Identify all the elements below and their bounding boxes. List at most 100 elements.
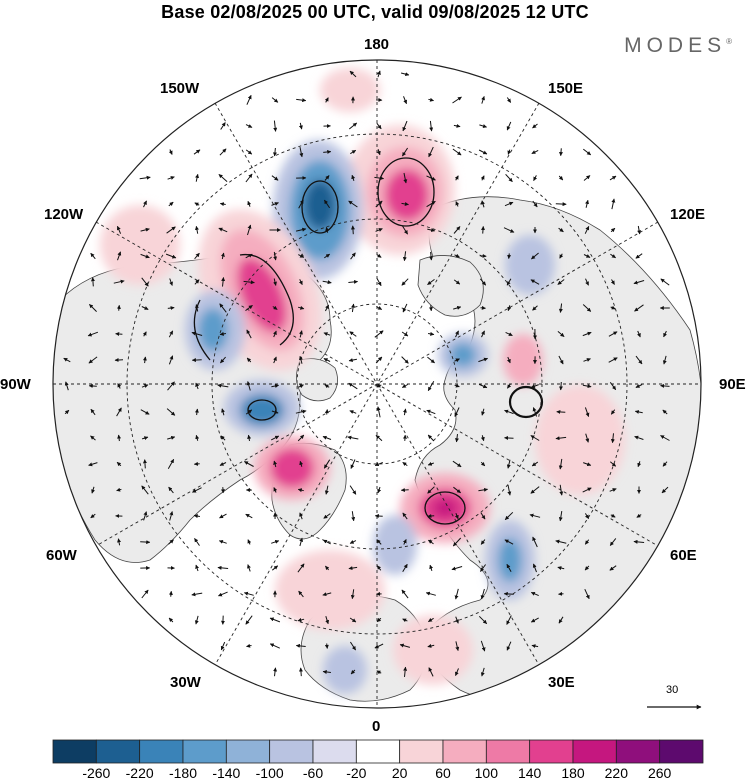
wind-vector (273, 460, 278, 468)
wind-vector (610, 305, 616, 310)
wind-vector (323, 459, 331, 469)
wind-vector (376, 149, 381, 156)
wind-vector (558, 511, 563, 522)
wind-vector (582, 487, 592, 493)
wind-vector (295, 227, 307, 232)
wind-vector (325, 616, 330, 625)
wind-vector (402, 461, 408, 467)
wind-vector (504, 201, 514, 207)
wind-vector (610, 409, 616, 415)
wind-vector (220, 252, 225, 260)
colorbar-tick-label: -220 (125, 765, 154, 781)
lon-label-150w: 150W (160, 80, 200, 97)
wind-vector (609, 488, 617, 492)
wind-vector (375, 434, 383, 442)
wind-vector (429, 120, 434, 132)
wind-vector (376, 122, 382, 130)
wind-vector (349, 540, 357, 544)
colorbar-swatch (225, 739, 271, 764)
wind-vector (322, 280, 332, 285)
wind-vector (584, 539, 590, 545)
wind-vector (637, 225, 642, 235)
wind-vector (583, 254, 591, 258)
wind-vector (299, 355, 303, 364)
wind-vector (247, 564, 251, 572)
wind-vector (401, 202, 409, 206)
wind-vector (348, 566, 358, 571)
wind-vector (558, 227, 564, 233)
wind-vector (324, 253, 331, 259)
colorbar (52, 739, 704, 764)
wind-vector (557, 331, 565, 337)
anomaly-blob (100, 205, 180, 285)
anomaly-blob (323, 646, 367, 694)
colorbar-tick-label: -100 (255, 765, 284, 781)
wind-vector (610, 513, 616, 518)
wind-vector (507, 253, 512, 259)
wind-vector (452, 148, 462, 156)
wind-vector (90, 277, 95, 287)
wind-vector (532, 305, 538, 311)
wind-vector (350, 225, 355, 235)
lon-label-120w: 120W (44, 206, 84, 223)
wind-vector (296, 98, 307, 103)
wind-vector (88, 356, 98, 364)
lon-label-90e: 90E (719, 376, 746, 393)
wind-vector (504, 409, 514, 415)
wind-vector (193, 514, 200, 519)
colorbar-swatch (312, 739, 357, 764)
wind-vector (295, 643, 306, 648)
wind-vector (323, 332, 331, 336)
wind-vector (323, 149, 332, 154)
wind-vector (376, 670, 382, 675)
wind-vector (243, 591, 254, 596)
wind-vector (194, 279, 200, 285)
wind-vector (402, 120, 408, 132)
wind-vector (609, 461, 617, 467)
wind-vector (350, 459, 356, 469)
anomaly-blob (270, 448, 314, 488)
lon-label-90w: 90W (0, 376, 31, 393)
wind-vector (90, 513, 96, 519)
wind-vector (297, 563, 305, 573)
wind-vector (634, 410, 643, 414)
wind-vector (325, 226, 330, 233)
wind-vector (401, 147, 409, 157)
colorbar-tick-label: 260 (647, 765, 672, 781)
wind-vector (140, 227, 150, 232)
wind-vector (218, 540, 227, 544)
wind-vector (298, 590, 304, 598)
wind-vector (609, 382, 617, 391)
wind-vector (532, 536, 538, 548)
wind-vector (455, 616, 459, 624)
wind-vector (506, 459, 511, 469)
wind-vector (427, 356, 435, 364)
wind-vector (142, 331, 147, 337)
lon-label-120e: 120E (670, 206, 706, 223)
wind-vector (217, 565, 229, 570)
wind-vector (243, 280, 255, 285)
wind-vector (298, 199, 304, 209)
wind-vector (270, 435, 280, 441)
wind-vector (247, 539, 252, 545)
wind-vector (454, 434, 459, 443)
contour-line (301, 180, 339, 234)
wind-vector (141, 589, 149, 599)
modes-logo: MODES® (624, 34, 732, 57)
wind-vector (426, 175, 436, 181)
wind-vector (244, 461, 254, 467)
wind-vector (273, 356, 277, 364)
wind-vector (559, 484, 564, 496)
wind-vector (376, 253, 382, 258)
wind-vector (324, 97, 329, 103)
anomaly-blob (275, 550, 385, 630)
wind-vector (221, 277, 226, 287)
wind-vector (116, 487, 122, 492)
wind-vector (195, 304, 199, 312)
wind-vector (426, 409, 436, 415)
wind-vector (428, 331, 435, 336)
wind-vector (324, 304, 330, 312)
wind-vector (194, 615, 199, 625)
wind-vector (168, 201, 174, 207)
wind-vector (297, 305, 305, 310)
